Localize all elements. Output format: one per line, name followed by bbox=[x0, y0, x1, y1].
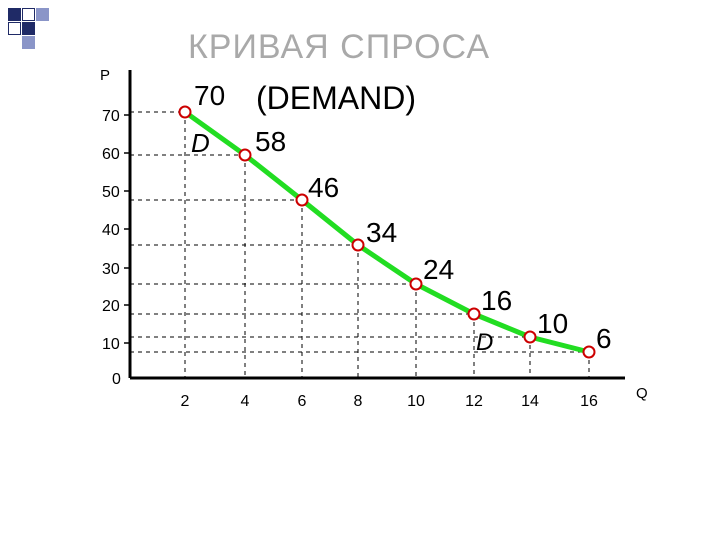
slide-title: КРИВАЯ СПРОСА bbox=[188, 28, 490, 66]
data-label: 6 bbox=[596, 323, 612, 354]
data-label: 34 bbox=[366, 217, 397, 248]
y-tick-label: 10 bbox=[102, 336, 120, 353]
deco-square bbox=[8, 22, 21, 35]
x-tick-label: 12 bbox=[465, 393, 483, 410]
x-tick-label: 4 bbox=[241, 393, 250, 410]
data-point bbox=[238, 148, 252, 162]
slide-subtitle: (DEMAND) bbox=[256, 80, 416, 116]
data-point bbox=[351, 238, 365, 252]
deco-square bbox=[8, 8, 21, 21]
data-label: 46 bbox=[308, 172, 339, 203]
data-label: 10 bbox=[537, 308, 568, 339]
y-tick-label: 30 bbox=[102, 261, 120, 278]
x-axis-label: Q bbox=[636, 385, 648, 402]
y-tick-label: 40 bbox=[102, 222, 120, 239]
x-tick-label: 10 bbox=[407, 393, 425, 410]
x-tick-label: 8 bbox=[354, 393, 363, 410]
data-point bbox=[178, 105, 192, 119]
data-label: 24 bbox=[423, 254, 454, 285]
y-tick-label: 60 bbox=[102, 146, 120, 163]
data-point bbox=[467, 307, 481, 321]
x-tick-label: 6 bbox=[298, 393, 307, 410]
data-point bbox=[582, 345, 596, 359]
deco-square bbox=[22, 22, 35, 35]
data-point bbox=[409, 277, 423, 291]
curve-label: D bbox=[191, 128, 210, 158]
y-tick-label: 50 bbox=[102, 184, 120, 201]
y-tick-label: 20 bbox=[102, 298, 120, 315]
data-point bbox=[523, 330, 537, 344]
data-label: 70 bbox=[194, 80, 225, 111]
deco-square bbox=[36, 8, 49, 21]
deco-square bbox=[22, 8, 35, 21]
x-tick-label: 16 bbox=[580, 393, 598, 410]
data-label: 58 bbox=[255, 126, 286, 157]
curve-label: D bbox=[476, 329, 493, 356]
y-tick-label: 0 bbox=[112, 371, 121, 388]
y-tick-label: 70 bbox=[102, 108, 120, 125]
x-tick-label: 14 bbox=[521, 393, 539, 410]
deco-square bbox=[22, 36, 35, 49]
demand-curve-line bbox=[182, 109, 592, 355]
x-tick-label: 2 bbox=[181, 393, 190, 410]
y-axis-label: P bbox=[100, 67, 110, 84]
data-point bbox=[295, 193, 309, 207]
data-label: 16 bbox=[481, 285, 512, 316]
